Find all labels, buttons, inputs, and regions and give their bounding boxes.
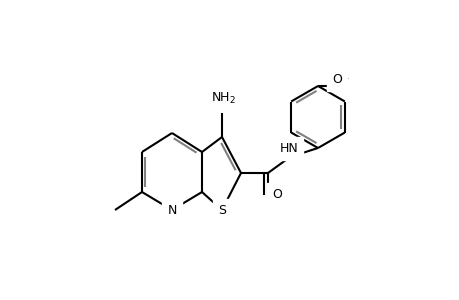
Text: S: S	[218, 203, 225, 217]
Text: O: O	[331, 73, 341, 85]
Text: NH$_2$: NH$_2$	[210, 91, 235, 106]
Text: O: O	[271, 188, 281, 200]
Text: HN: HN	[279, 142, 298, 154]
Text: N: N	[167, 203, 176, 217]
